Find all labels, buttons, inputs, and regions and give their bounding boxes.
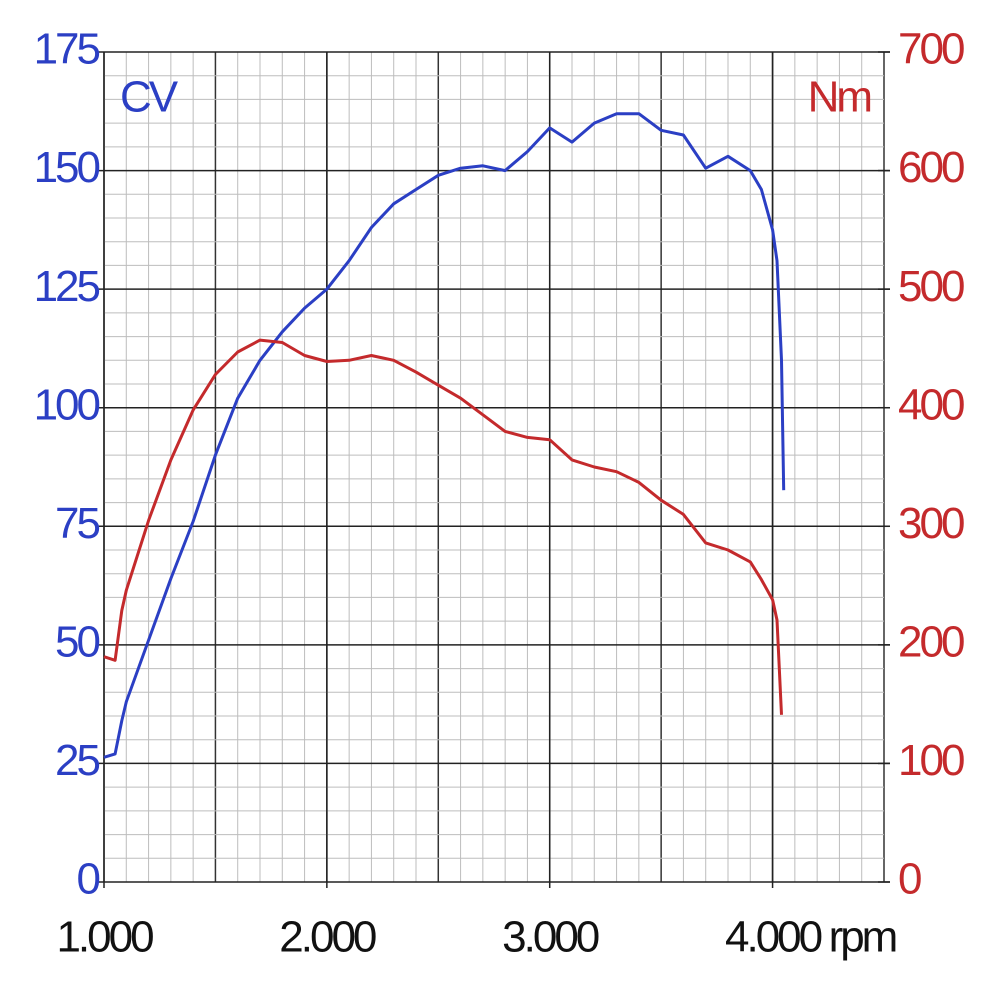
x-tick-label: 1.000 bbox=[56, 913, 153, 962]
x-tick-label: 2.000 bbox=[279, 913, 376, 962]
y-tick-label: 125 bbox=[34, 262, 100, 311]
y2-tick-label: 300 bbox=[898, 499, 964, 548]
series-line bbox=[103, 338, 783, 715]
legend-entry: Nm bbox=[808, 73, 871, 122]
legend-entry: CV bbox=[120, 73, 179, 122]
y-tick-label: 150 bbox=[34, 143, 100, 192]
x-tick-label: 3.000 bbox=[502, 913, 599, 962]
y-tick-label: 0 bbox=[77, 855, 100, 904]
y-tick-label: 50 bbox=[55, 617, 99, 666]
y-tick-label: 175 bbox=[34, 25, 100, 74]
x-tick-label: 4.000 bbox=[725, 913, 822, 962]
y2-tick-label: 500 bbox=[898, 262, 964, 311]
y2-tick-label: 700 bbox=[898, 25, 964, 74]
y2-tick-label: 100 bbox=[898, 736, 964, 785]
y2-tick-label: 600 bbox=[898, 143, 964, 192]
x-axis-label: rpm bbox=[829, 913, 896, 962]
y2-tick-label: 400 bbox=[898, 380, 964, 429]
y2-tick-label: 0 bbox=[898, 855, 921, 904]
y-tick-label: 100 bbox=[34, 380, 100, 429]
y2-tick-label: 200 bbox=[898, 617, 964, 666]
series-line bbox=[103, 112, 786, 759]
y-tick-label: 75 bbox=[55, 499, 99, 548]
y-tick-label: 25 bbox=[55, 736, 99, 785]
